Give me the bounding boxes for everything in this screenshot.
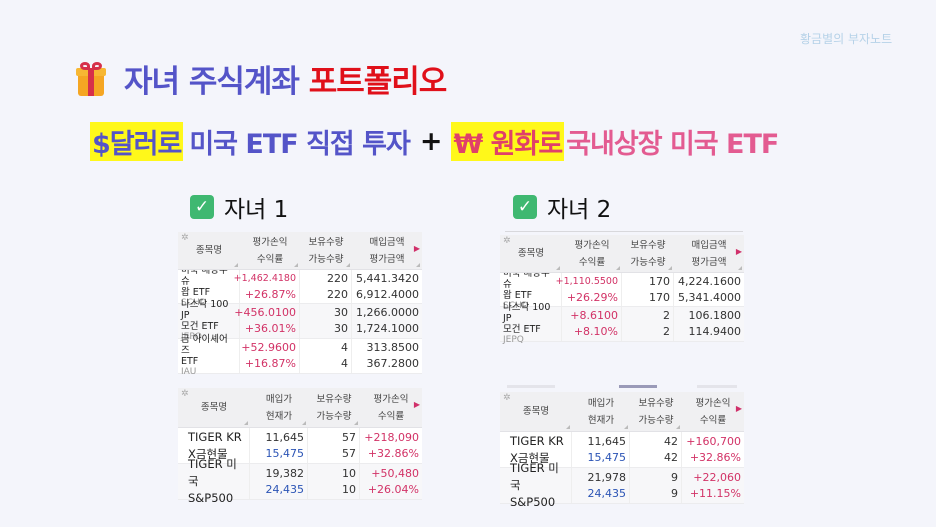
header-pl[interactable]: 평가손익 수익률 — [695, 397, 731, 426]
dollar-highlight: $달러로 — [90, 122, 184, 161]
watermark: 황금별의 부자노트 — [800, 32, 893, 46]
child1-kr-holdings-table: ✲ 종목명 매입가 현재가 보유수량 가능수량 평가손익 수익률 ▶ TIGER KR… — [178, 388, 422, 505]
table-row[interactable]: TIGER KR X금현물 11,645 15,475 57 57 +218,090 +… — [178, 428, 422, 464]
header-pl[interactable]: 평가손익 수익률 — [240, 232, 300, 269]
won-highlight: ₩ 원화로 — [451, 122, 565, 161]
scroll-right-icon[interactable]: ▶ — [735, 247, 742, 256]
scroll-right-icon[interactable]: ▶ — [735, 404, 742, 413]
table-header: ✲ 종목명 매입가 현재가 보유수량 가능수량 평가손익 수익률 ▶ — [500, 392, 744, 432]
child2-label: ✓ 자녀 2 — [513, 190, 611, 224]
tab-indicator[interactable] — [507, 385, 555, 388]
scroll-right-icon[interactable]: ▶ — [413, 400, 420, 409]
child1-us-holdings-table: ✲ 종목명 평가손익 수익률 보유수량 가능수량 매입금액 평가금액 ▶ 미국 배당주… — [178, 232, 422, 377]
child1-label: ✓ 자녀 1 — [190, 190, 288, 224]
gear-icon[interactable]: ✲ — [503, 236, 511, 246]
divider — [505, 231, 743, 232]
header-qty[interactable]: 보유수량 가능수량 — [630, 392, 682, 431]
header-qty[interactable]: 보유수량 가능수량 — [308, 388, 360, 427]
subtitle: $달러로 미국 ETF 직접 투자 + ₩ 원화로 국내상장 미국 ETF — [90, 122, 779, 161]
header-pl[interactable]: 평가손익 수익률 — [562, 235, 622, 272]
gear-icon[interactable]: ✲ — [181, 389, 189, 399]
header-pl[interactable]: 평가손익 수익률 — [373, 393, 409, 422]
table-row[interactable]: TIGER 미국 S&P500 19,382 24,435 10 10 +50,480… — [178, 457, 422, 505]
check-icon: ✓ — [190, 195, 214, 219]
header-qty[interactable]: 보유수량 가능수량 — [300, 232, 352, 269]
scroll-right-icon[interactable]: ▶ — [413, 244, 420, 253]
header-amount[interactable]: 매입금액 평가금액 — [674, 235, 744, 272]
tab-indicator-active[interactable] — [619, 385, 657, 388]
table-header: ✲ 종목명 평가손익 수익률 보유수량 가능수량 매입금액 평가금액 ▶ — [178, 232, 422, 270]
title-part1: 자녀 주식계좌 — [124, 64, 300, 100]
tab-indicator[interactable] — [697, 385, 737, 388]
child2-us-holdings-table: ✲ 종목명 평가손익 수익률 보유수량 가능수량 매입금액 평가금액 ▶ 미국 배당주… — [500, 235, 744, 345]
gift-icon — [76, 61, 106, 96]
gear-icon[interactable]: ✲ — [181, 233, 189, 243]
table-header: ✲ 종목명 평가손익 수익률 보유수량 가능수량 매입금액 평가금액 ▶ — [500, 235, 744, 273]
header-amount[interactable]: 매입금액 평가금액 — [352, 232, 422, 269]
check-icon: ✓ — [513, 195, 537, 219]
title-part2: 포트폴리오 — [308, 64, 448, 100]
child1-label-text: 자녀 1 — [224, 197, 289, 223]
header-name[interactable]: 종목명 — [178, 232, 240, 269]
header-name[interactable]: 종목명 — [178, 388, 250, 427]
header-qty[interactable]: 보유수량 가능수량 — [622, 235, 674, 272]
child2-label-text: 자녀 2 — [547, 197, 612, 223]
page-title: 자녀 주식계좌 포트폴리오 — [76, 56, 448, 101]
plus-sign: + — [419, 126, 443, 157]
child2-kr-holdings-table: ✲ 종목명 매입가 현재가 보유수량 가능수량 평가손익 수익률 ▶ TIGER KR… — [500, 392, 744, 509]
header-price[interactable]: 매입가 현재가 — [572, 392, 630, 431]
header-name[interactable]: 종목명 — [500, 235, 562, 272]
header-name[interactable]: 종목명 — [500, 392, 572, 431]
won-rest: 국내상장 미국 ETF — [566, 129, 779, 160]
table-row[interactable]: TIGER KR X금현물 11,645 15,475 42 42 +160,700 +… — [500, 432, 744, 468]
table-header: ✲ 종목명 매입가 현재가 보유수량 가능수량 평가손익 수익률 ▶ — [178, 388, 422, 428]
title-text: 자녀 주식계좌 포트폴리오 — [124, 56, 448, 101]
header-price[interactable]: 매입가 현재가 — [250, 388, 308, 427]
gear-icon[interactable]: ✲ — [503, 393, 511, 403]
dollar-rest: 미국 ETF 직접 투자 — [189, 129, 411, 160]
table-row[interactable]: 나스닥 100 JP 모건 ETF JEPQ +456.0100 +36.01% 30… — [178, 299, 422, 342]
